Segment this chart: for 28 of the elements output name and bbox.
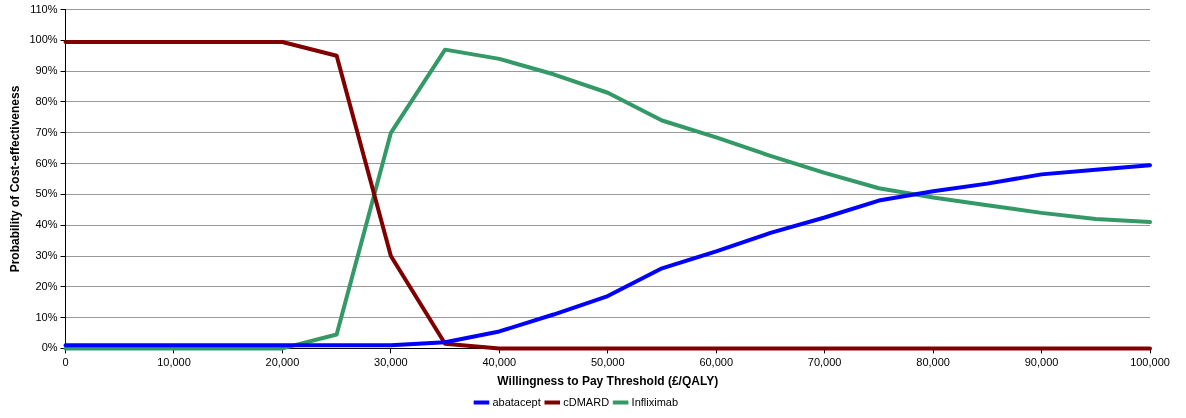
y-tick-label: 40% (35, 218, 58, 231)
x-tick-label: 10,000 (157, 356, 191, 369)
y-tick-label: 60% (35, 156, 58, 169)
y-tick-label: 70% (35, 125, 58, 138)
legend-label: cDMARD (563, 395, 610, 408)
legend-label: Infliximab (631, 395, 679, 408)
y-tick-label: 20% (35, 279, 58, 292)
x-tick-label: 60,000 (699, 356, 734, 369)
x-tick-label: 30,000 (374, 356, 408, 369)
y-tick-label: 90% (35, 64, 58, 77)
y-tick-label: 80% (35, 95, 58, 108)
y-axis-title: Probability of Cost-effectiveness (7, 85, 22, 273)
x-tick-label: 50,000 (590, 356, 625, 369)
y-tick-label: 0% (41, 341, 58, 354)
x-tick-label: 0 (62, 356, 69, 369)
x-tick-label: 100,000 (1130, 356, 1170, 369)
y-tick-label: 50% (35, 187, 58, 200)
x-axis-title: Willingness to Pay Threshold (£/QALY) (497, 374, 719, 389)
x-tick-label: 90,000 (1024, 356, 1059, 369)
y-tick-label: 10% (35, 310, 58, 323)
y-tick-label: 110% (30, 2, 58, 15)
y-tick-label: 100% (29, 33, 58, 46)
legend-label: abatacept (492, 395, 541, 408)
x-tick-label: 80,000 (916, 356, 950, 369)
y-tick-label: 30% (35, 249, 58, 262)
x-tick-label: 20,000 (265, 356, 300, 369)
x-tick-label: 70,000 (807, 356, 842, 369)
x-tick-label: 40,000 (482, 356, 517, 369)
